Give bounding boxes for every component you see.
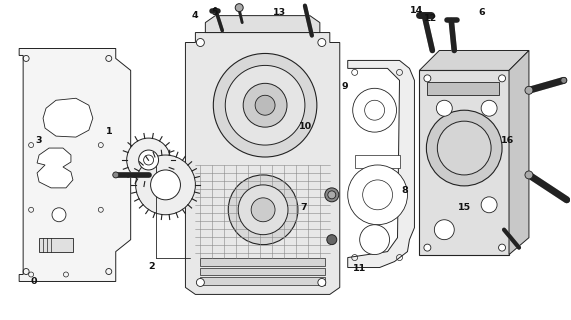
- Circle shape: [525, 86, 533, 94]
- Text: 8: 8: [401, 186, 408, 195]
- Circle shape: [481, 100, 497, 116]
- Text: 6: 6: [478, 8, 485, 17]
- Circle shape: [228, 175, 298, 244]
- Circle shape: [235, 4, 243, 12]
- Text: 12: 12: [424, 14, 437, 23]
- Circle shape: [127, 138, 171, 182]
- Polygon shape: [200, 258, 325, 266]
- Circle shape: [238, 185, 288, 235]
- Circle shape: [226, 65, 305, 145]
- Circle shape: [318, 38, 326, 46]
- Polygon shape: [420, 51, 529, 70]
- Circle shape: [327, 235, 337, 244]
- Circle shape: [498, 244, 505, 251]
- Circle shape: [427, 110, 502, 186]
- Polygon shape: [200, 277, 325, 285]
- Circle shape: [214, 53, 317, 157]
- Polygon shape: [427, 82, 499, 95]
- Circle shape: [52, 208, 66, 222]
- Polygon shape: [355, 155, 400, 168]
- Circle shape: [243, 83, 287, 127]
- Circle shape: [437, 121, 491, 175]
- Text: 2: 2: [148, 262, 155, 271]
- Polygon shape: [348, 60, 415, 268]
- Text: 5: 5: [211, 8, 218, 17]
- Text: 15: 15: [458, 203, 471, 212]
- Circle shape: [561, 77, 567, 83]
- Polygon shape: [206, 16, 320, 33]
- Circle shape: [348, 165, 408, 225]
- Circle shape: [435, 220, 455, 240]
- Text: 16: 16: [501, 136, 514, 145]
- Text: 4: 4: [191, 11, 198, 20]
- Text: 11: 11: [353, 264, 366, 273]
- Polygon shape: [200, 268, 325, 276]
- Circle shape: [481, 197, 497, 213]
- Circle shape: [318, 278, 326, 286]
- Circle shape: [196, 278, 204, 286]
- Circle shape: [436, 100, 452, 116]
- Text: 14: 14: [409, 6, 423, 15]
- Polygon shape: [43, 98, 93, 137]
- Circle shape: [325, 188, 339, 202]
- Circle shape: [498, 75, 505, 82]
- Circle shape: [136, 155, 195, 215]
- Circle shape: [139, 150, 159, 170]
- Polygon shape: [509, 51, 529, 255]
- Circle shape: [255, 95, 275, 115]
- Text: 1: 1: [106, 127, 112, 136]
- Text: 13: 13: [274, 8, 287, 17]
- Circle shape: [151, 170, 180, 200]
- Text: 10: 10: [299, 122, 312, 131]
- Polygon shape: [420, 70, 509, 255]
- Circle shape: [360, 225, 389, 255]
- Polygon shape: [186, 33, 340, 294]
- Polygon shape: [19, 49, 131, 282]
- Circle shape: [112, 172, 119, 178]
- Polygon shape: [39, 238, 73, 252]
- Circle shape: [196, 38, 204, 46]
- Text: 9: 9: [342, 82, 348, 91]
- Circle shape: [525, 171, 533, 179]
- Circle shape: [251, 198, 275, 222]
- Circle shape: [424, 244, 431, 251]
- Polygon shape: [37, 148, 73, 188]
- Circle shape: [328, 191, 336, 199]
- Text: 0: 0: [31, 276, 38, 285]
- Circle shape: [424, 75, 431, 82]
- Circle shape: [353, 88, 396, 132]
- Text: 3: 3: [35, 136, 42, 145]
- Text: 7: 7: [300, 203, 307, 212]
